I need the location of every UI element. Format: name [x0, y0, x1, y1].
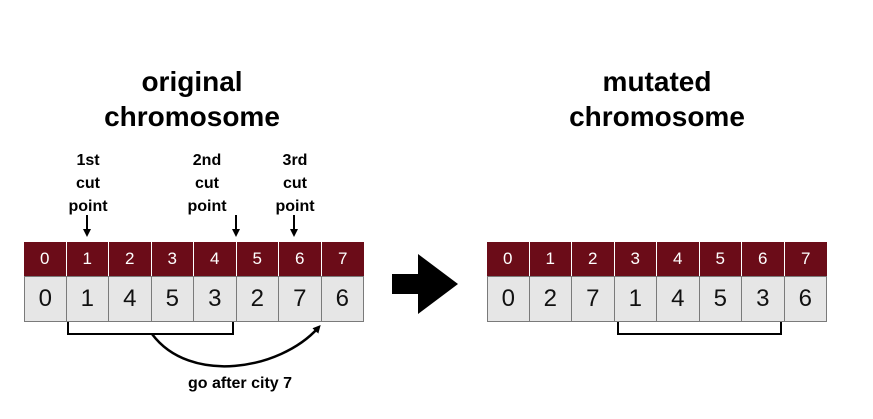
cut-label-2-line-2: cut [195, 175, 219, 192]
original-index-label: 7 [321, 242, 364, 276]
cut-label-3-line-1: 3rd [282, 152, 308, 169]
move-annotation: go after city 7 [187, 375, 293, 392]
cut-label-3-line-3: point [275, 198, 315, 215]
cut-point-label-2: 2nd cut point [177, 149, 237, 218]
original-segment-bracket [67, 322, 234, 335]
original-gene-value: 1 [66, 276, 109, 322]
original-index-label: 3 [151, 242, 194, 276]
cut-label-2-line-1: 2nd [192, 152, 222, 169]
cut-point-label-1: 1st cut point [58, 149, 118, 218]
mutated-gene-value: 0 [487, 276, 530, 322]
mutated-gene-value: 5 [699, 276, 742, 322]
original-gene-value: 2 [236, 276, 279, 322]
original-title-line-2: chromosome [104, 101, 280, 132]
cut-label-1-line-1: 1st [76, 152, 100, 169]
original-gene-value: 7 [279, 276, 322, 322]
original-chromosome-title: original chromosome [67, 64, 317, 134]
mutated-gene-value: 3 [742, 276, 785, 322]
original-gene-value: 0 [24, 276, 67, 322]
mutated-index-label: 3 [614, 242, 657, 276]
mutated-index-label: 5 [699, 242, 742, 276]
mutated-title-line-1: mutated [602, 66, 712, 97]
cut-point-label-3: 3rd cut point [265, 149, 325, 218]
cut-label-3-line-2: cut [283, 175, 307, 192]
mutated-index-label: 7 [784, 242, 827, 276]
mutated-title-line-2: chromosome [569, 101, 745, 132]
original-index-label: 6 [279, 242, 322, 276]
mutated-index-label: 1 [529, 242, 572, 276]
mutated-segment-bracket [617, 322, 782, 335]
move-segment-arrow [150, 325, 321, 368]
original-index-label: 4 [194, 242, 237, 276]
original-gene-value: 6 [321, 276, 364, 322]
mutated-chromosome-title: mutated chromosome [532, 64, 782, 134]
mutated-gene-value: 2 [529, 276, 572, 322]
original-gene-value: 4 [109, 276, 152, 322]
mutated-index-label: 2 [572, 242, 615, 276]
original-index-label: 1 [66, 242, 109, 276]
cut-label-1-line-3: point [68, 198, 108, 215]
original-index-label: 2 [109, 242, 152, 276]
mutated-gene-value: 1 [614, 276, 657, 322]
mutated-gene-value: 7 [572, 276, 615, 322]
mutated-gene-value: 4 [657, 276, 700, 322]
mutated-index-label: 0 [487, 242, 530, 276]
original-title-line-1: original [141, 66, 243, 97]
cut-label-1-line-2: cut [76, 175, 100, 192]
original-gene-value: 3 [194, 276, 237, 322]
mutated-gene-value: 6 [784, 276, 827, 322]
mutated-index-label: 4 [657, 242, 700, 276]
original-index-label: 0 [24, 242, 67, 276]
transform-arrow-icon [392, 254, 458, 314]
mutated-index-label: 6 [742, 242, 785, 276]
original-index-label: 5 [236, 242, 279, 276]
cut-label-2-line-3: point [187, 198, 227, 215]
original-gene-value: 5 [151, 276, 194, 322]
